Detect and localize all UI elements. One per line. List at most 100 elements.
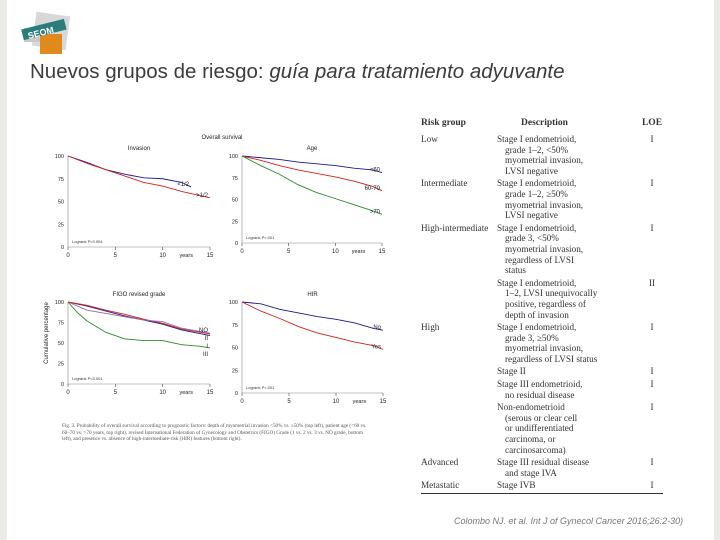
series-label: >1/2 — [196, 193, 209, 199]
description-line: Stage III endometrioid, — [497, 379, 583, 390]
survival-curve-No — [241, 301, 384, 331]
description-line: grade 3, <50% — [505, 233, 559, 244]
y-tick-label: 0 — [61, 382, 64, 388]
loe-cell: I — [650, 322, 654, 333]
survival-curve-x1x2 — [67, 155, 211, 199]
risk-group-cell: High — [421, 322, 440, 333]
x-tick-label: 0 — [240, 399, 244, 405]
logrank-text: Logrank P<.001 — [246, 385, 275, 390]
series-label: 60-70 — [365, 186, 381, 192]
survival-curve-III — [67, 301, 211, 349]
survival-curve-x60 — [241, 155, 383, 173]
loe-cell: I — [650, 402, 654, 413]
description-cell: Stage I endometrioid, grade 1–2, <50% myom… — [497, 134, 641, 176]
description-line: myometrial invasion, — [505, 343, 584, 354]
description-line: Stage I endometrioid, — [497, 277, 577, 288]
series-label: II — [205, 336, 209, 342]
series-label: No — [373, 325, 381, 331]
description-line: LVSI negative — [505, 165, 558, 176]
description-cell: Non-endometrioid (serous or clear cell or … — [497, 402, 641, 455]
survival-curve-x1x2 — [67, 155, 192, 188]
description-line: regardless of LVSI status — [505, 353, 598, 364]
y-tick-label: 25 — [232, 219, 238, 225]
x-tick-label: 15 — [380, 399, 387, 405]
y-tick-label: 75 — [232, 176, 238, 182]
description-cell: Stage I endometrioid, 1–2, LVSI unequivoc… — [497, 278, 641, 320]
x-tick-label: 5 — [114, 253, 118, 259]
title-italic: guía para tratamiento adyuvante — [269, 60, 565, 83]
y-tick-label: 100 — [229, 154, 238, 160]
description-line: or undifferentiated — [505, 423, 574, 434]
series-label: Yes — [371, 344, 381, 350]
description-line: 1–2, LVSI unequivocally — [505, 288, 598, 299]
y-tick-label: 75 — [58, 321, 64, 327]
header-description: Description — [521, 118, 568, 128]
y-tick-label: 0 — [235, 391, 238, 397]
description-line: regardless of LVSI — [505, 254, 575, 265]
table-row: Stage III endometrioid, no residual disea… — [421, 379, 663, 400]
description-cell: Stage III endometrioid, no residual disea… — [497, 379, 641, 400]
risk-group-cell — [421, 366, 497, 377]
logrank-text: Logrank P=0.004 — [72, 239, 103, 244]
y-tick-label: 100 — [55, 300, 64, 306]
description-line: no residual disease — [505, 389, 575, 400]
y-tick-label: 50 — [232, 198, 238, 204]
series-label: NO — [199, 328, 208, 334]
loe-cell: II — [648, 277, 656, 288]
loe-cell: I — [650, 178, 654, 189]
x-tick-label: 5 — [114, 390, 118, 396]
description-line: Stage I endometrioid, — [497, 134, 577, 144]
risk-group-cell: Intermediate — [421, 178, 468, 189]
x-axis-label: years — [353, 399, 367, 405]
series-label: III — [203, 352, 208, 358]
table-row: Stage II I — [421, 366, 663, 377]
loe-cell: I — [650, 379, 654, 390]
x-tick-label: 10 — [332, 249, 339, 255]
risk-group-cell — [421, 402, 497, 455]
panel-title: Invasion — [128, 146, 150, 152]
panel-title: Age — [307, 146, 318, 152]
survival-figure: Overall survival Cumulative percentage Inv… — [44, 135, 387, 405]
description-line: grade 1–2, <50% — [505, 144, 569, 155]
citation: Colombo NJ. et al. Int J of Gynecol Canc… — [454, 516, 684, 526]
table-row: High-intermediate Stage I endometrioid, gr… — [421, 223, 663, 276]
figure-ylabel: Cumulative percentage — [44, 301, 50, 363]
survival-curve-Yes — [241, 301, 384, 350]
x-tick-label: 10 — [333, 399, 340, 405]
table-row: Low Stage I endometrioid, grade 1–2, <50% m… — [421, 134, 663, 176]
table-row: Non-endometrioid (serous or clear cell or … — [421, 402, 663, 455]
series-label: <60 — [370, 168, 381, 174]
description-line: Stage I endometrioid, — [497, 322, 577, 333]
y-tick-label: 50 — [232, 346, 238, 352]
series-label: <1/2 — [177, 182, 190, 188]
table-row: Stage I endometrioid, 1–2, LVSI unequivoc… — [421, 278, 663, 320]
y-tick-label: 50 — [58, 341, 64, 347]
survival-curve-x70 — [241, 155, 383, 215]
figure-caption: Fig. 3. Probability of overall survival … — [62, 423, 367, 443]
description-line: myometrial invasion, — [505, 199, 584, 210]
description-line: Stage III residual disease — [497, 457, 590, 468]
slide-right-border — [714, 0, 720, 540]
risk-group-cell: Advanced — [421, 457, 459, 468]
y-tick-label: 75 — [232, 323, 238, 329]
risk-group-cell — [421, 278, 497, 320]
survival-curve-60x70 — [241, 155, 383, 192]
description-line: carcinoma, or — [505, 434, 556, 445]
y-tick-label: 25 — [58, 222, 64, 228]
x-tick-label: 10 — [159, 390, 166, 396]
risk-group-table: Risk group Description LOE Low Stage I en… — [421, 112, 663, 494]
loe-cell: I — [650, 222, 654, 233]
loe-cell: I — [650, 457, 654, 468]
slide-left-border — [0, 0, 7, 540]
seom-logo: SEOM — [21, 11, 71, 54]
x-tick-label: 0 — [240, 249, 244, 255]
loe-cell: I — [650, 480, 654, 491]
panel-title: FIGO revised grade — [113, 292, 166, 298]
description-line: Stage I endometrioid, — [497, 222, 577, 233]
y-tick-label: 75 — [58, 177, 64, 183]
x-tick-label: 15 — [379, 249, 386, 255]
x-tick-label: 10 — [159, 253, 166, 259]
x-tick-label: 5 — [287, 399, 291, 405]
logrank-text: Logrank P<0.001 — [72, 376, 103, 381]
description-line: Stage I endometrioid, — [497, 178, 577, 189]
